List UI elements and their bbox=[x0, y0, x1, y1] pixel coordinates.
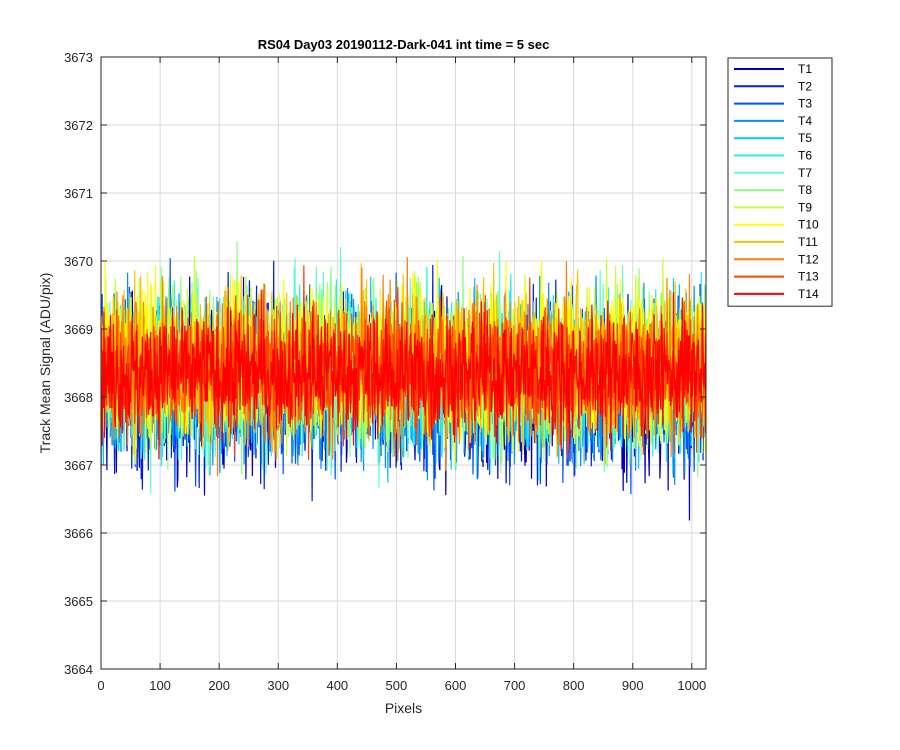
x-tick-label: 1000 bbox=[677, 678, 706, 693]
x-axis-label: Pixels bbox=[385, 700, 422, 716]
legend-label-t5: T5 bbox=[798, 131, 812, 145]
legend-label-t1: T1 bbox=[798, 62, 812, 76]
x-tick-label: 100 bbox=[149, 678, 171, 693]
x-tick-label: 300 bbox=[267, 678, 289, 693]
legend-box bbox=[727, 57, 833, 307]
legend-label-t12: T12 bbox=[798, 252, 819, 266]
x-tick-label: 600 bbox=[445, 678, 467, 693]
x-tick-label: 700 bbox=[504, 678, 526, 693]
y-tick-label: 3666 bbox=[64, 526, 93, 541]
y-tick-label: 3665 bbox=[64, 594, 93, 609]
legend-label-t8: T8 bbox=[798, 183, 812, 197]
y-tick-label: 3668 bbox=[64, 390, 93, 405]
y-tick-label: 3669 bbox=[64, 322, 93, 337]
x-tick-label: 200 bbox=[208, 678, 230, 693]
x-tick-label: 400 bbox=[326, 678, 348, 693]
legend-label-t7: T7 bbox=[798, 166, 812, 180]
y-tick-label: 3673 bbox=[64, 50, 93, 65]
y-tick-label: 3670 bbox=[64, 254, 93, 269]
series-lines bbox=[101, 241, 706, 521]
y-tick-label: 3664 bbox=[64, 662, 93, 677]
legend-label-t6: T6 bbox=[798, 149, 812, 163]
legend-label-t10: T10 bbox=[798, 218, 819, 232]
plot-frame bbox=[100, 56, 707, 670]
series-line-t14 bbox=[101, 289, 706, 460]
legend-label-t13: T13 bbox=[798, 270, 819, 284]
legend-label-t14: T14 bbox=[798, 287, 819, 301]
legend-label-t3: T3 bbox=[798, 97, 812, 111]
legend-label-t4: T4 bbox=[798, 114, 812, 128]
y-tick-label: 3671 bbox=[64, 186, 93, 201]
y-axis-label: Track Mean Signal (ADU/pix) bbox=[37, 273, 53, 454]
y-tick-label: 3672 bbox=[64, 118, 93, 133]
y-axis-ticks: 3664 3665 3666 3667 3668 3669 3670 3671 3672 3673 bbox=[64, 50, 706, 677]
legend-label-t2: T2 bbox=[798, 79, 812, 93]
chart-title: RS04 Day03 20190112-Dark-041 int time = … bbox=[258, 37, 550, 52]
y-tick-label: 3667 bbox=[64, 458, 93, 473]
x-tick-label: 0 bbox=[97, 678, 104, 693]
x-tick-label: 800 bbox=[563, 678, 585, 693]
legend-label-t9: T9 bbox=[798, 200, 812, 214]
x-tick-label: 900 bbox=[622, 678, 644, 693]
legend-label-t11: T11 bbox=[798, 235, 818, 249]
x-tick-label: 500 bbox=[386, 678, 408, 693]
legend: T1 T2 T3 T4 T5 T6 T7 T8 T9 T10 T11 T12 T13 T14 bbox=[727, 57, 833, 307]
x-axis-ticks: 0 100 200 300 400 500 600 700 800 900 1000 bbox=[97, 57, 706, 693]
